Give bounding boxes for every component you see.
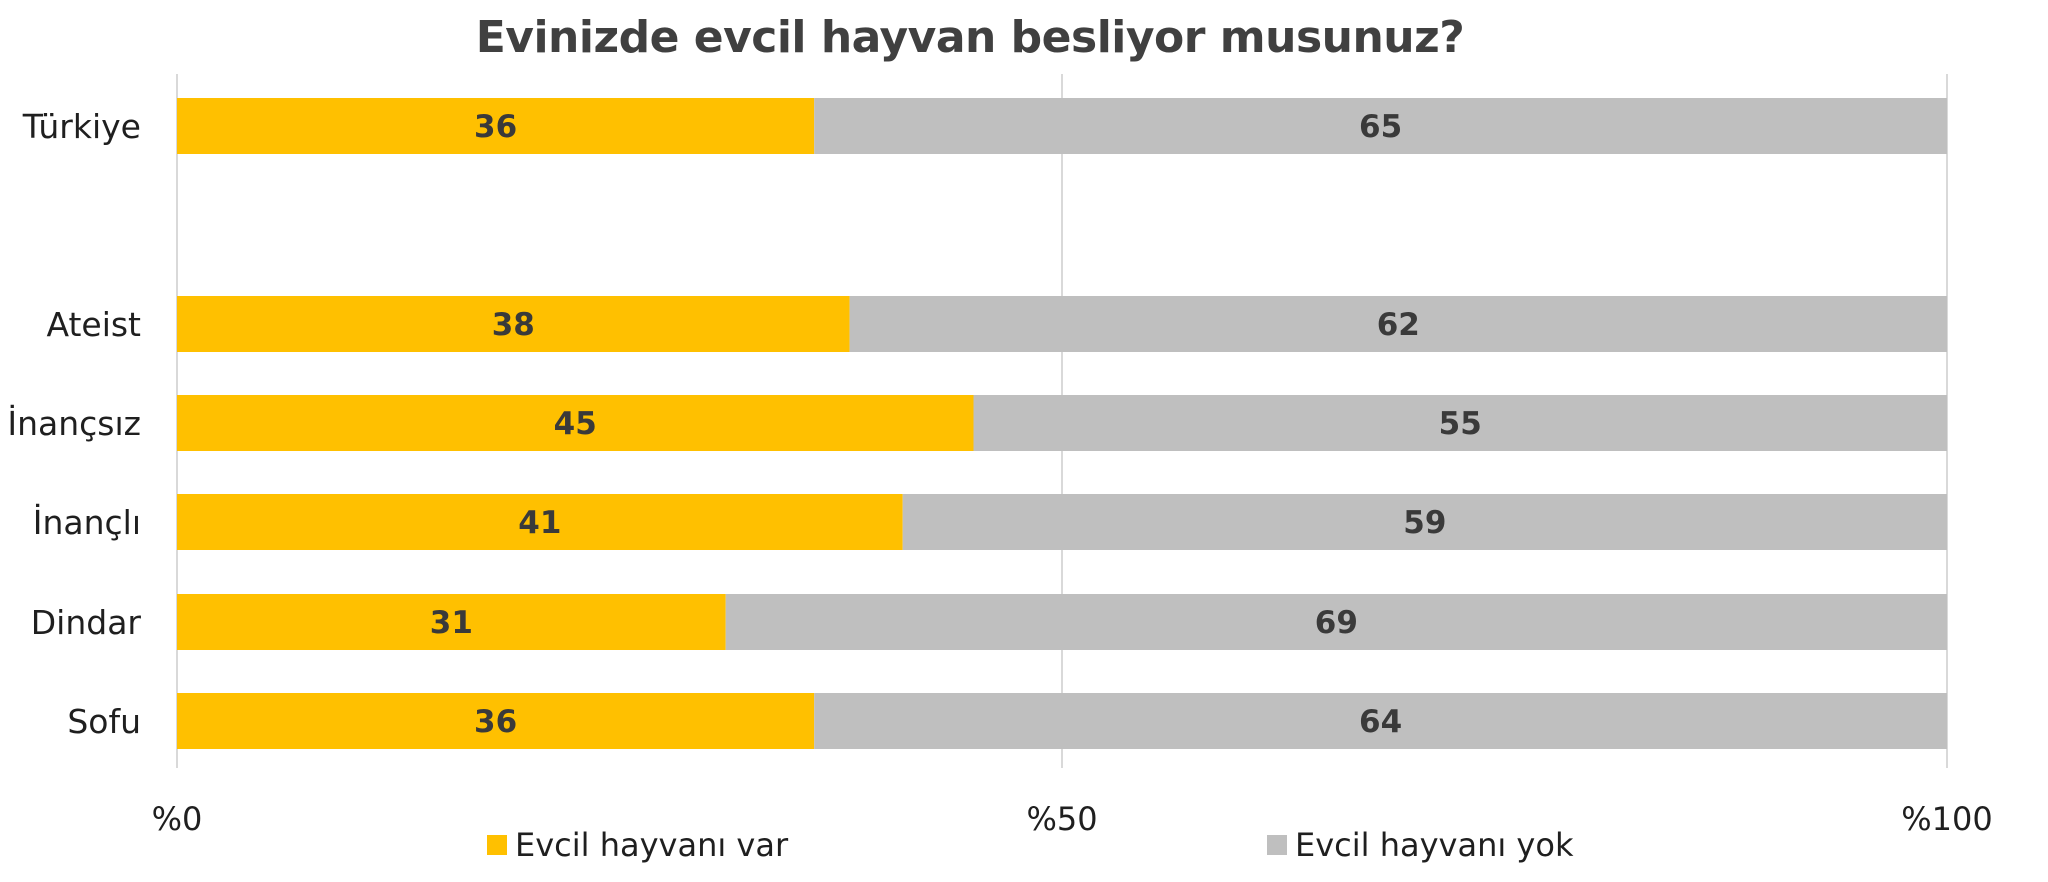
category-label-inancli: İnançlı	[33, 503, 141, 542]
data-label-evcil-hayvani-var-ateist: 38	[492, 307, 535, 343]
x-tick-labels: %0 %50 %100	[152, 800, 1993, 838]
data-label-evcil-hayvani-yok-inancsiz: 55	[1439, 406, 1482, 442]
data-label-evcil-hayvani-var-turkiye: 36	[474, 109, 517, 145]
chart-title: Evinizde evcil hayvan besliyor musunuz?	[475, 12, 1465, 63]
bar-evcil-hayvani-yok-inancsiz	[973, 395, 1947, 451]
category-label-dindar: Dindar	[31, 603, 142, 642]
bars	[177, 98, 1948, 749]
bar-evcil-hayvani-yok-turkiye	[814, 98, 1948, 154]
data-label-evcil-hayvani-yok-turkiye: 65	[1359, 109, 1402, 145]
bar-evcil-hayvani-var-turkiye	[177, 98, 815, 154]
data-labels: 36 65 38 62 45 55 41 59 31 69 36 64	[430, 109, 1482, 740]
data-label-evcil-hayvani-yok-ateist: 62	[1377, 307, 1420, 343]
bar-evcil-hayvani-yok-sofu	[814, 693, 1948, 749]
bar-evcil-hayvani-yok-dindar	[725, 594, 1948, 650]
data-label-evcil-hayvani-yok-dindar: 69	[1315, 605, 1358, 641]
data-label-evcil-hayvani-yok-sofu: 64	[1359, 704, 1402, 740]
bar-evcil-hayvani-yok-inancli	[902, 494, 1948, 550]
bar-evcil-hayvani-var-inancsiz	[177, 395, 974, 451]
data-label-evcil-hayvani-var-dindar: 31	[430, 605, 473, 641]
data-label-evcil-hayvani-yok-inancli: 59	[1403, 505, 1446, 541]
data-label-evcil-hayvani-var-inancsiz: 45	[554, 406, 597, 442]
legend-item-evcil-hayvani-yok: Evcil hayvanı yok	[1267, 826, 1573, 864]
x-tick-label-50: %50	[1026, 800, 1097, 838]
bar-evcil-hayvani-var-inancli	[177, 494, 903, 550]
bar-evcil-hayvani-yok-ateist	[849, 296, 1947, 352]
category-label-turkiye: Türkiye	[22, 107, 141, 146]
data-label-evcil-hayvani-var-inancli: 41	[518, 505, 561, 541]
legend-swatch-var	[487, 835, 507, 855]
category-label-sofu: Sofu	[67, 702, 141, 741]
legend-label-yok: Evcil hayvanı yok	[1295, 826, 1574, 864]
legend-swatch-yok	[1267, 835, 1287, 855]
bar-evcil-hayvani-var-dindar	[177, 594, 726, 650]
legend-item-evcil-hayvani-var: Evcil hayvanı var	[487, 826, 788, 864]
category-label-inancsiz: İnançsız	[7, 404, 141, 443]
legend-label-var: Evcil hayvanı var	[515, 826, 789, 864]
legend: Evcil hayvanı var Evcil hayvanı yok	[0, 826, 2048, 872]
x-tick-label-100: %100	[1901, 800, 1992, 838]
bar-evcil-hayvani-var-ateist	[177, 296, 850, 352]
category-labels: Türkiye Ateist İnançsız İnançlı Dindar Sofu	[7, 107, 141, 741]
data-label-evcil-hayvani-var-sofu: 36	[474, 704, 517, 740]
bar-evcil-hayvani-var-sofu	[177, 693, 815, 749]
x-tick-label-0: %0	[152, 800, 203, 838]
category-label-ateist: Ateist	[46, 305, 141, 344]
